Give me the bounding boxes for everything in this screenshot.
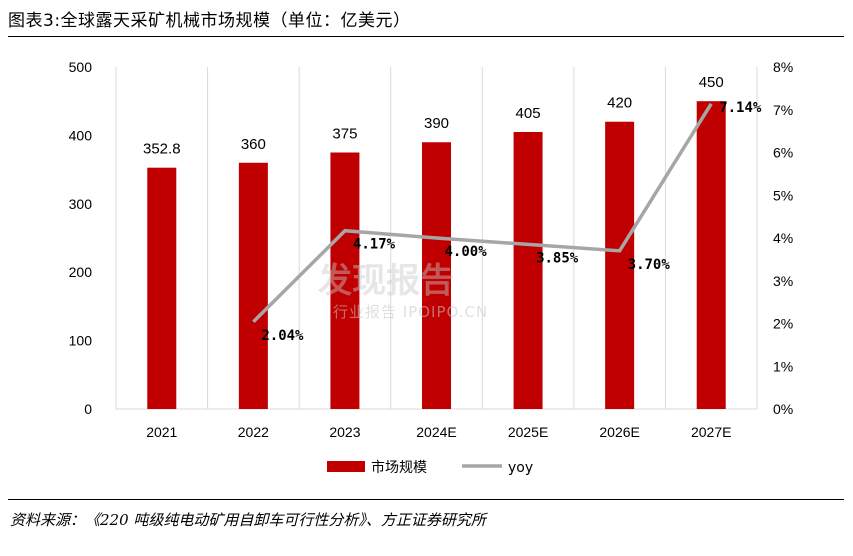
bar-data-label: 450 <box>699 74 724 91</box>
yoy-data-label: 3.85% <box>536 250 579 266</box>
yoy-data-label: 7.14% <box>719 100 762 116</box>
legend-swatch-bar <box>327 461 365 472</box>
yoy-data-label: 2.04% <box>261 328 304 344</box>
watermark-subtext: 行业报告 IPOIPO.CN <box>333 303 488 321</box>
bar-data-label: 375 <box>332 126 357 143</box>
bar <box>422 142 451 410</box>
y2-axis-tick-label: 0% <box>773 401 793 417</box>
bar <box>696 101 726 409</box>
legend-label-bar: 市场规模 <box>371 459 427 476</box>
y-axis-tick-label: 300 <box>69 196 93 212</box>
yoy-data-label: 4.00% <box>445 244 488 260</box>
bar <box>513 131 543 410</box>
y2-axis-tick-label: 2% <box>773 316 793 332</box>
x-axis-tick-label: 2024E <box>416 424 456 440</box>
yoy-line <box>252 102 713 324</box>
x-axis-tick-label: 2022 <box>238 424 269 440</box>
bar <box>238 162 268 409</box>
bar <box>147 167 177 409</box>
y-axis-tick-label: 100 <box>69 333 93 349</box>
y2-axis-tick-label: 6% <box>773 145 793 161</box>
y2-axis-tick-label: 8% <box>773 59 793 75</box>
source-note: 资料来源：《220 吨级纯电动矿用自卸车可行性分析》、方正证券研究所 <box>10 511 486 529</box>
yoy-data-label: 3.70% <box>628 257 671 273</box>
bar-data-label: 390 <box>424 115 449 132</box>
bar <box>605 121 635 409</box>
x-axis-tick-label: 2026E <box>599 424 639 440</box>
source-rule <box>8 499 844 500</box>
y2-axis-tick-label: 1% <box>773 358 793 374</box>
bar-data-label: 360 <box>241 136 266 153</box>
y2-axis-tick-label: 5% <box>773 187 793 203</box>
x-axis-tick-label: 2025E <box>508 424 548 440</box>
y2-axis-tick-label: 4% <box>773 230 793 246</box>
y-axis-tick-label: 0 <box>84 401 92 417</box>
x-axis-tick-label: 2027E <box>691 424 731 440</box>
x-axis-tick-label: 2021 <box>146 424 177 440</box>
y-axis-tick-label: 500 <box>69 59 93 75</box>
y-axis-tick-label: 200 <box>69 264 93 280</box>
y2-axis-tick-label: 7% <box>773 102 793 118</box>
y2-axis-tick-label: 3% <box>773 273 793 289</box>
bar-data-label: 405 <box>516 105 541 122</box>
chart-canvas: 0 100 200 300 400 500 0% 1% 2% 3% 4% 5% 6% 7% 8% 2021 20… <box>69 59 794 476</box>
title-rule <box>8 36 844 37</box>
y-axis-tick-label: 400 <box>69 127 93 143</box>
yoy-data-label: 4.17% <box>353 237 396 253</box>
bar-data-label: 352.8 <box>143 141 181 158</box>
legend-label-line: yoy <box>508 460 533 476</box>
bar <box>330 152 360 409</box>
x-axis-tick-label: 2023 <box>329 424 360 440</box>
watermark-logo-text: 发现报告 <box>318 261 454 301</box>
chart-title: 图表3:全球露天采矿机械市场规模（单位：亿美元） <box>8 11 411 31</box>
bar-data-label: 420 <box>607 95 632 112</box>
